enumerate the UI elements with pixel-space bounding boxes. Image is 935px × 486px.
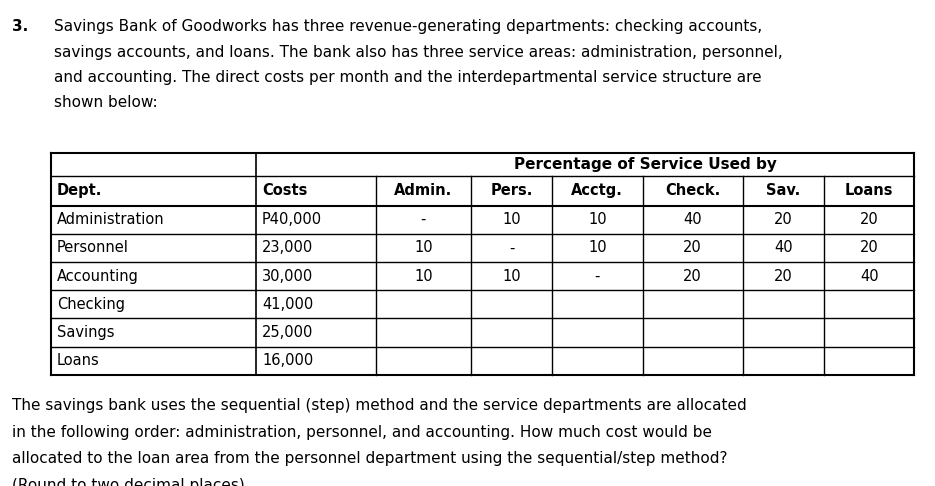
Text: 40: 40 [683, 212, 702, 227]
Text: Admin.: Admin. [395, 184, 453, 198]
Text: 20: 20 [774, 269, 793, 283]
Text: The savings bank uses the sequential (step) method and the service departments a: The savings bank uses the sequential (st… [12, 398, 747, 413]
Text: 10: 10 [502, 212, 521, 227]
Text: Check.: Check. [665, 184, 720, 198]
Text: 20: 20 [860, 212, 879, 227]
Text: 41,000: 41,000 [262, 297, 313, 312]
Text: 16,000: 16,000 [262, 353, 313, 368]
Text: Sav.: Sav. [766, 184, 800, 198]
Text: Checking: Checking [57, 297, 125, 312]
Text: Dept.: Dept. [57, 184, 103, 198]
Text: Savings: Savings [57, 325, 114, 340]
Text: Loans: Loans [57, 353, 100, 368]
Text: -: - [509, 241, 514, 255]
Text: and accounting. The direct costs per month and the interdepartmental service str: and accounting. The direct costs per mon… [54, 70, 762, 85]
Text: Personnel: Personnel [57, 241, 129, 255]
Text: P40,000: P40,000 [262, 212, 323, 227]
Text: savings accounts, and loans. The bank also has three service areas: administrati: savings accounts, and loans. The bank al… [54, 45, 783, 60]
Text: 3.: 3. [12, 19, 28, 35]
Text: 20: 20 [683, 269, 702, 283]
Text: Accounting: Accounting [57, 269, 139, 283]
Text: -: - [421, 212, 426, 227]
Text: 10: 10 [588, 241, 607, 255]
Text: 20: 20 [774, 212, 793, 227]
Text: 10: 10 [588, 212, 607, 227]
Text: 20: 20 [683, 241, 702, 255]
Text: Percentage of Service Used by: Percentage of Service Used by [513, 157, 776, 172]
Text: allocated to the loan area from the personnel department using the sequential/st: allocated to the loan area from the pers… [12, 451, 727, 467]
Text: Savings Bank of Goodworks has three revenue-generating departments: checking acc: Savings Bank of Goodworks has three reve… [54, 19, 762, 35]
Text: Administration: Administration [57, 212, 165, 227]
Text: Acctg.: Acctg. [571, 184, 624, 198]
Text: 25,000: 25,000 [262, 325, 313, 340]
Text: shown below:: shown below: [54, 95, 158, 110]
Text: -: - [595, 269, 600, 283]
Text: Pers.: Pers. [490, 184, 533, 198]
Text: 10: 10 [414, 269, 433, 283]
Text: (Round to two decimal places): (Round to two decimal places) [12, 478, 245, 486]
Text: 10: 10 [414, 241, 433, 255]
Text: 40: 40 [860, 269, 879, 283]
Text: Loans: Loans [845, 184, 893, 198]
Text: in the following order: administration, personnel, and accounting. How much cost: in the following order: administration, … [12, 425, 712, 440]
Text: 40: 40 [774, 241, 793, 255]
Text: 10: 10 [502, 269, 521, 283]
Text: 23,000: 23,000 [262, 241, 313, 255]
Text: 20: 20 [860, 241, 879, 255]
Text: 30,000: 30,000 [262, 269, 313, 283]
Text: Costs: Costs [262, 184, 308, 198]
